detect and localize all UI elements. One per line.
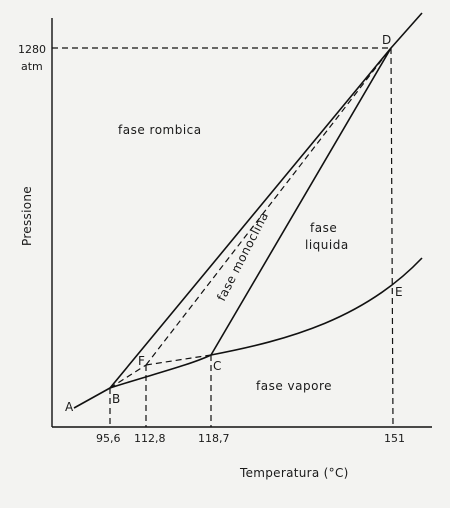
line-B-F: [109, 364, 147, 389]
point-F-label: F: [138, 354, 145, 368]
curve-B-C: [109, 354, 212, 389]
x-tick-112-8: 112,8: [134, 432, 166, 445]
point-D-label: D: [382, 33, 391, 47]
point-B-label: B: [112, 392, 120, 406]
region-vapour-label: fase vapore: [256, 379, 332, 393]
region-rhombic-label: fase rombica: [118, 123, 202, 137]
line-F-D: [145, 47, 392, 366]
point-A-label: A: [65, 400, 74, 414]
y-tick-unit: atm: [21, 60, 43, 73]
point-E-label: E: [395, 285, 403, 299]
x-axis-title: Temperatura (°C): [239, 466, 349, 480]
x-tick-118-7: 118,7: [198, 432, 230, 445]
region-liquid-label-2: liquida: [305, 238, 349, 252]
region-monoclinic-label: fase monoclina: [214, 209, 271, 303]
region-liquid-label-1: fase: [310, 221, 337, 235]
line-D-extension: [390, 12, 423, 49]
x-tick-151: 151: [384, 432, 405, 445]
y-tick-value: 1280: [18, 43, 46, 56]
line-C-D: [210, 47, 392, 356]
y-axis-title: Pressione: [20, 186, 34, 246]
curve-C-E: [210, 257, 423, 356]
curve-A-B: [73, 387, 111, 409]
x-tick-95-6: 95,6: [96, 432, 121, 445]
line-B-D: [109, 47, 392, 389]
point-C-label: C: [213, 359, 221, 373]
line-F-C: [145, 354, 212, 366]
guide-151: [390, 47, 394, 428]
